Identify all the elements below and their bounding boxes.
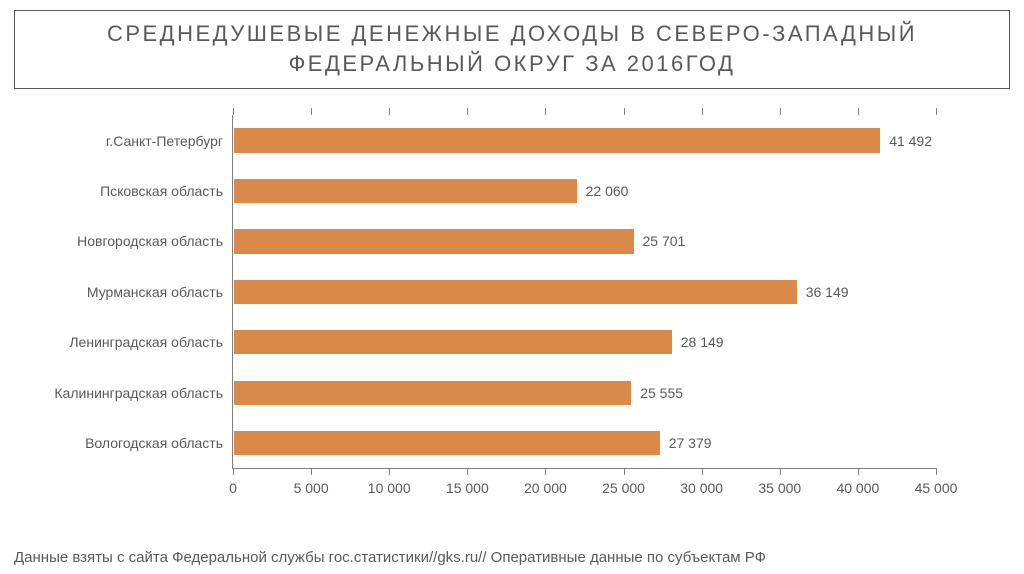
x-tick (545, 108, 546, 115)
bar (233, 329, 673, 355)
x-tick-label: 5 000 (294, 480, 329, 496)
x-tick (467, 468, 468, 475)
x-tick (702, 108, 703, 115)
x-tick-label: 35 000 (758, 480, 801, 496)
bar-row: Псковская область22 060 (233, 178, 936, 204)
value-label: 25 555 (640, 385, 683, 401)
bar-row: г.Санкт-Петербург41 492 (233, 127, 936, 153)
value-label: 25 701 (643, 233, 686, 249)
x-tick (858, 108, 859, 115)
bar (233, 279, 798, 305)
source-caption: Данные взяты с сайта Федеральной службы … (14, 549, 766, 566)
x-tick-label: 45 000 (915, 480, 958, 496)
category-label: Мурманская область (87, 284, 223, 300)
x-tick (389, 468, 390, 475)
x-tick (311, 468, 312, 475)
x-tick (467, 108, 468, 115)
x-tick-label: 10 000 (368, 480, 411, 496)
bar (233, 127, 881, 153)
category-label: Псковская область (100, 183, 223, 199)
x-tick (389, 108, 390, 115)
x-tick-label: 0 (229, 480, 237, 496)
category-label: Ленинградская область (69, 334, 223, 350)
bar (233, 178, 578, 204)
x-tick (545, 468, 546, 475)
x-tick-label: 40 000 (836, 480, 879, 496)
category-label: г.Санкт-Петербург (106, 133, 223, 149)
x-tick-label: 25 000 (602, 480, 645, 496)
bar-row: Мурманская область36 149 (233, 279, 936, 305)
value-label: 27 379 (669, 435, 712, 451)
x-tick (858, 468, 859, 475)
x-tick (936, 108, 937, 115)
x-tick (780, 108, 781, 115)
x-tick (233, 468, 234, 475)
category-label: Новгородская область (77, 233, 223, 249)
x-tick (311, 108, 312, 115)
bar (233, 380, 632, 406)
bar-row: Новгородская область25 701 (233, 228, 936, 254)
x-tick (233, 108, 234, 115)
bar-row: Ленинградская область28 149 (233, 329, 936, 355)
x-tick (702, 468, 703, 475)
value-label: 22 060 (586, 183, 629, 199)
value-label: 28 149 (681, 334, 724, 350)
category-label: Калининградская область (54, 385, 223, 401)
chart-title: СРЕДНЕДУШЕВЫЕ ДЕНЕЖНЫЕ ДОХОДЫ В СЕВЕРО-З… (27, 19, 997, 78)
x-tick-label: 20 000 (524, 480, 567, 496)
value-label: 41 492 (889, 133, 932, 149)
bar-row: Калининградская область25 555 (233, 380, 936, 406)
title-container: СРЕДНЕДУШЕВЫЕ ДЕНЕЖНЫЕ ДОХОДЫ В СЕВЕРО-З… (14, 10, 1010, 89)
bar (233, 228, 635, 254)
x-tick-label: 15 000 (446, 480, 489, 496)
x-tick (624, 468, 625, 475)
x-tick (936, 468, 937, 475)
x-tick (780, 468, 781, 475)
x-tick-label: 30 000 (680, 480, 723, 496)
plot-area: 05 00010 00015 00020 00025 00030 00035 0… (232, 115, 936, 469)
bar (233, 430, 661, 456)
bar-row: Вологодская область27 379 (233, 430, 936, 456)
x-tick (624, 108, 625, 115)
chart: 0 5 000 10 000 15 000 20 000 25 000 30 000 35 0… (36, 97, 988, 517)
value-label: 36 149 (806, 284, 849, 300)
category-label: Вологодская область (85, 435, 223, 451)
